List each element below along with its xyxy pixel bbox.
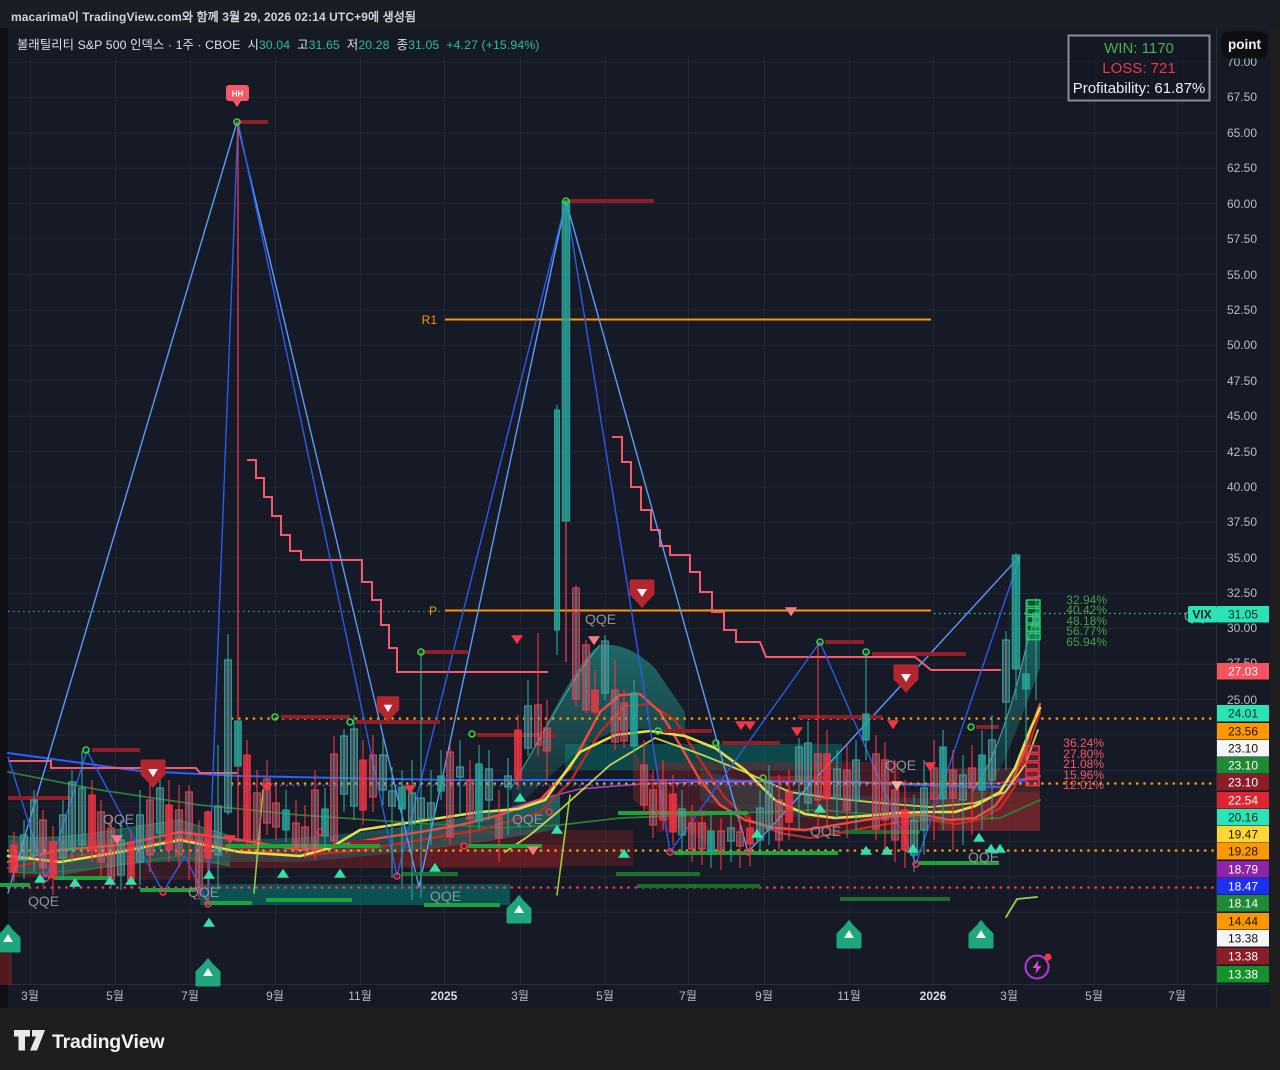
svg-text:23.10: 23.10 bbox=[1228, 742, 1258, 756]
svg-text:65.94%: 65.94% bbox=[1066, 635, 1107, 649]
svg-text:62.50: 62.50 bbox=[1227, 161, 1257, 175]
svg-text:QQE: QQE bbox=[810, 823, 841, 839]
svg-text:18.47: 18.47 bbox=[1228, 880, 1258, 894]
svg-text:7월: 7월 bbox=[1168, 989, 1186, 1003]
svg-text:3월: 3월 bbox=[21, 989, 39, 1003]
svg-text:5월: 5월 bbox=[596, 989, 614, 1003]
svg-text:23.10: 23.10 bbox=[1228, 759, 1258, 773]
svg-text:40.42%: 40.42% bbox=[1066, 603, 1107, 617]
svg-text:QQE: QQE bbox=[885, 757, 916, 773]
svg-text:55.00: 55.00 bbox=[1227, 268, 1257, 282]
svg-text:13.38: 13.38 bbox=[1228, 950, 1258, 964]
svg-text:HH: HH bbox=[232, 90, 244, 99]
svg-text:24.01: 24.01 bbox=[1228, 707, 1258, 721]
svg-text:9월: 9월 bbox=[755, 989, 773, 1003]
svg-text:QQE: QQE bbox=[28, 893, 59, 909]
svg-text:27.80%: 27.80% bbox=[1063, 747, 1104, 761]
svg-text:57.50: 57.50 bbox=[1227, 232, 1257, 246]
svg-text:40.00: 40.00 bbox=[1227, 480, 1257, 494]
svg-text:3월: 3월 bbox=[511, 989, 529, 1003]
svg-text:볼래틸리티 S&P 500 인덱스 · 1주 · CBOE: 볼래틸리티 S&P 500 인덱스 · 1주 · CBOE 시30.04 고31… bbox=[17, 38, 540, 52]
svg-text:QQE: QQE bbox=[585, 611, 616, 627]
svg-text:20.16: 20.16 bbox=[1228, 811, 1258, 825]
svg-text:36.24%: 36.24% bbox=[1063, 736, 1104, 750]
svg-text:5월: 5월 bbox=[106, 989, 124, 1003]
svg-text:23.10: 23.10 bbox=[1228, 776, 1258, 790]
svg-text:VIX: VIX bbox=[1192, 608, 1211, 622]
svg-text:WIN: 1170: WIN: 1170 bbox=[1104, 40, 1174, 57]
svg-text:42.50: 42.50 bbox=[1227, 445, 1257, 459]
svg-text:35.00: 35.00 bbox=[1227, 551, 1257, 565]
svg-text:65.00: 65.00 bbox=[1227, 126, 1257, 140]
svg-text:12.01%: 12.01% bbox=[1063, 778, 1104, 792]
svg-text:R1: R1 bbox=[422, 313, 438, 327]
svg-text:45.00: 45.00 bbox=[1227, 409, 1257, 423]
svg-text:7월: 7월 bbox=[679, 989, 697, 1003]
svg-text:22.54: 22.54 bbox=[1228, 794, 1258, 808]
svg-text:19.47: 19.47 bbox=[1228, 828, 1258, 842]
svg-text:P: P bbox=[429, 604, 437, 618]
svg-text:LOSS: 721: LOSS: 721 bbox=[1102, 60, 1175, 77]
svg-text:31.05: 31.05 bbox=[1228, 608, 1258, 622]
svg-text:32.94%: 32.94% bbox=[1066, 593, 1107, 607]
svg-text:11월: 11월 bbox=[348, 989, 372, 1003]
svg-text:56.77%: 56.77% bbox=[1066, 624, 1107, 638]
svg-text:QQE: QQE bbox=[103, 811, 134, 827]
svg-text:9월: 9월 bbox=[266, 989, 284, 1003]
svg-text:30.00: 30.00 bbox=[1227, 621, 1257, 635]
svg-text:TradingView: TradingView bbox=[52, 1031, 165, 1053]
svg-text:QQE: QQE bbox=[968, 849, 999, 865]
svg-text:50.00: 50.00 bbox=[1227, 338, 1257, 352]
svg-text:macarima이 TradingView.com와 함께: macarima이 TradingView.com와 함께 3월 29, 202… bbox=[11, 9, 416, 24]
svg-text:7월: 7월 bbox=[181, 989, 199, 1003]
svg-text:2025: 2025 bbox=[431, 989, 458, 1003]
svg-text:48.18%: 48.18% bbox=[1066, 614, 1107, 628]
svg-text:25.00: 25.00 bbox=[1227, 693, 1257, 707]
svg-text:18.79: 18.79 bbox=[1228, 863, 1258, 877]
svg-text:13.38: 13.38 bbox=[1228, 968, 1258, 982]
svg-text:47.50: 47.50 bbox=[1227, 374, 1257, 388]
svg-text:QQE: QQE bbox=[512, 811, 543, 827]
svg-text:21.08%: 21.08% bbox=[1063, 757, 1104, 771]
svg-text:19.28: 19.28 bbox=[1228, 845, 1258, 859]
svg-text:23.56: 23.56 bbox=[1228, 725, 1258, 739]
svg-text:14.44: 14.44 bbox=[1228, 915, 1258, 929]
svg-text:3월: 3월 bbox=[1000, 989, 1018, 1003]
svg-text:18.14: 18.14 bbox=[1228, 897, 1258, 911]
svg-text:5월: 5월 bbox=[1085, 989, 1103, 1003]
svg-text:37.50: 37.50 bbox=[1227, 515, 1257, 529]
svg-text:Profitability: 61.87%: Profitability: 61.87% bbox=[1073, 80, 1206, 97]
svg-text:27.03: 27.03 bbox=[1228, 665, 1258, 679]
svg-text:11월: 11월 bbox=[837, 989, 861, 1003]
svg-text:67.50: 67.50 bbox=[1227, 90, 1257, 104]
svg-text:32.50: 32.50 bbox=[1227, 586, 1257, 600]
svg-text:point: point bbox=[1228, 37, 1261, 52]
svg-text:15.96%: 15.96% bbox=[1063, 768, 1104, 782]
svg-text:2026: 2026 bbox=[920, 989, 947, 1003]
svg-text:QQE: QQE bbox=[430, 888, 461, 904]
svg-text:QQE: QQE bbox=[188, 884, 219, 900]
svg-text:52.50: 52.50 bbox=[1227, 303, 1257, 317]
svg-text:13.38: 13.38 bbox=[1228, 932, 1258, 946]
svg-text:60.00: 60.00 bbox=[1227, 197, 1257, 211]
